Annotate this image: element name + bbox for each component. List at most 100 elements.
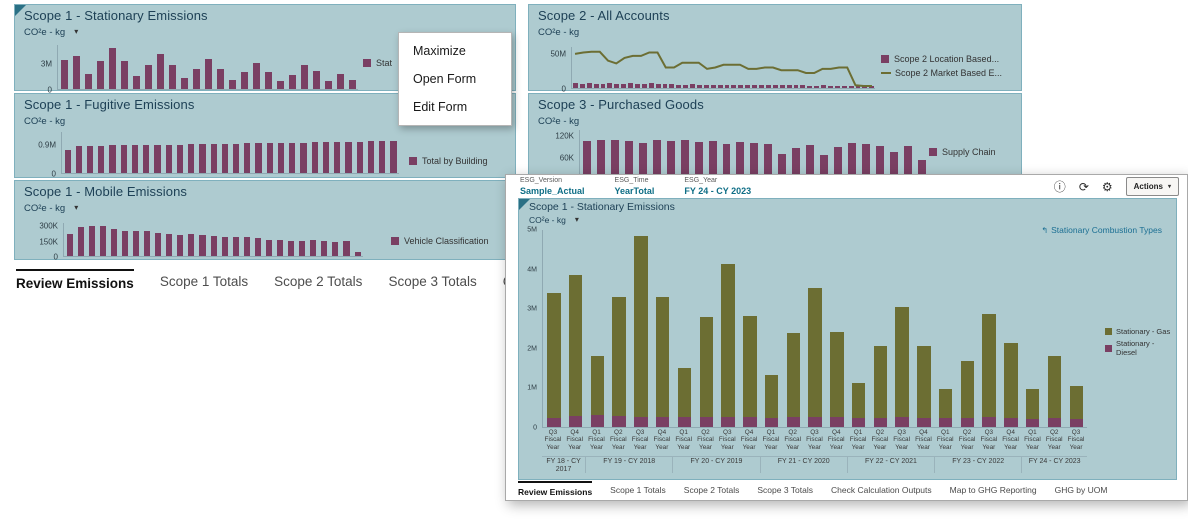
- bar: [199, 234, 206, 256]
- tab-scope-3-totals[interactable]: Scope 3 Totals: [757, 485, 813, 495]
- tab-check-calculation-outputs[interactable]: Check Calculation Outputs: [831, 485, 932, 495]
- tab-scope-2-totals[interactable]: Scope 2 Totals: [683, 485, 740, 495]
- bar: [778, 154, 787, 180]
- unit-dropdown-icon[interactable]: ▾: [74, 27, 79, 36]
- bar-segment: [590, 415, 605, 427]
- bar: [750, 143, 759, 180]
- panel-scope3-purchased-goods[interactable]: Scope 3 - Purchased Goods CO²e - kg 120K…: [528, 93, 1022, 181]
- pov-value[interactable]: YearTotal: [614, 186, 655, 196]
- menu-item-maximize[interactable]: Maximize: [413, 44, 466, 58]
- line-series: [572, 47, 875, 88]
- bar: [624, 141, 633, 180]
- bar: [736, 141, 745, 180]
- bar: [583, 141, 591, 180]
- tab-review-emissions[interactable]: Review Emissions: [518, 481, 593, 502]
- y-tick: 0: [561, 84, 566, 94]
- legend-label: Scope 2 Location Based...: [894, 54, 1000, 64]
- tab-scope-3-totals[interactable]: Scope 3 Totals: [388, 274, 477, 289]
- info-icon[interactable]: ⓘ: [1053, 179, 1066, 194]
- pov-esg-year[interactable]: ESG_Year FY 24 - CY 2023: [684, 177, 751, 196]
- x-group-label: FY 24 - CY 2023: [1021, 457, 1087, 473]
- y-tick: 0: [533, 424, 537, 432]
- bar: [1022, 230, 1044, 427]
- bar: [772, 85, 778, 88]
- bar: [311, 142, 318, 173]
- panel-fugitive-emissions[interactable]: Scope 1 - Fugitive Emissions CO²e - kg 0…: [14, 93, 516, 179]
- bar: [917, 160, 926, 180]
- legend-label: Scope 2 Market Based E...: [895, 68, 1003, 78]
- bar: [827, 85, 833, 88]
- panel-scope2-all-accounts[interactable]: Scope 2 - All Accounts CO²e - kg 50M 0 Sc…: [528, 4, 1022, 94]
- tab-scope-2-totals[interactable]: Scope 2 Totals: [274, 274, 363, 289]
- bar: [254, 238, 261, 256]
- tab-map-to-ghg-reporting[interactable]: Map to GHG Reporting: [949, 485, 1037, 495]
- pov-esg-version[interactable]: ESG_Version Sample_Actual: [520, 177, 585, 196]
- tab-scope-1-totals[interactable]: Scope 1 Totals: [159, 274, 249, 289]
- legend-swatch: [881, 55, 889, 63]
- menu-item-open-form[interactable]: Open Form: [413, 72, 477, 86]
- bar: [277, 143, 285, 173]
- bar: [614, 83, 620, 88]
- bar: [593, 83, 599, 88]
- pov-esg-time[interactable]: ESG_Time YearTotal: [615, 177, 655, 196]
- scope2-legend: Scope 2 Location Based... Scope 2 Market…: [881, 54, 1002, 82]
- x-tick: Q1 Fiscal Year: [936, 429, 954, 451]
- bar: [855, 85, 861, 88]
- tab-review-emissions[interactable]: Review Emissions: [16, 269, 134, 296]
- bar: [144, 231, 151, 256]
- menu-item-edit-form[interactable]: Edit Form: [413, 100, 468, 114]
- refresh-icon[interactable]: ⟳: [1078, 179, 1089, 194]
- bar: [731, 85, 737, 88]
- tab-ghg-by-uom[interactable]: GHG by UOM: [1054, 485, 1108, 495]
- bar: [334, 142, 341, 173]
- bar-segment: [677, 367, 692, 418]
- bar: [630, 230, 652, 427]
- tab-scope-1-totals[interactable]: Scope 1 Totals: [610, 485, 666, 495]
- pov-value[interactable]: Sample_Actual: [520, 186, 585, 196]
- x-tick: Q3 Fiscal Year: [893, 429, 910, 451]
- bar-segment: [808, 417, 822, 427]
- y-tick: 120K: [555, 131, 574, 141]
- actions-button[interactable]: Actions ▾: [1125, 177, 1179, 196]
- x-group-label: FY 21 - CY 2020: [759, 457, 847, 473]
- bar: [697, 84, 702, 88]
- bar: [343, 240, 350, 256]
- fugitive-mini-chart: 0.9M 0: [21, 132, 399, 179]
- x-group-label: FY 18 - CY 2017: [546, 458, 581, 473]
- x-tick: Q3 Fiscal Year: [631, 429, 649, 451]
- pov-value[interactable]: FY 24 - CY 2023: [684, 186, 752, 196]
- bar-segment: [895, 417, 909, 427]
- bar: [761, 230, 783, 427]
- bar: [299, 240, 306, 256]
- bar-segment: [960, 418, 975, 427]
- unit-label: CO²e - kg: [24, 116, 66, 127]
- bar: [64, 149, 71, 173]
- bar: [300, 64, 308, 89]
- bar: [312, 71, 320, 89]
- bar: [695, 230, 717, 427]
- bar: [156, 54, 164, 89]
- bar: [324, 80, 332, 89]
- legend-label: Stationary - Diesel: [1116, 339, 1155, 357]
- gear-icon[interactable]: ⚙: [1101, 179, 1113, 194]
- bar-segment: [612, 296, 626, 416]
- pov-dimension-label: ESG_Year: [684, 177, 718, 184]
- bar-segment: [699, 317, 713, 418]
- drill-link-stationary-combustion-types[interactable]: ↰ Stationary Combustion Types: [1041, 225, 1162, 235]
- unit-dropdown-icon[interactable]: ▾: [574, 215, 579, 224]
- bar: [120, 145, 127, 173]
- bar: [666, 141, 675, 180]
- bar: [60, 60, 68, 89]
- bar-segment: [938, 418, 953, 427]
- y-tick: 0.9M: [38, 140, 56, 150]
- panel-mobile-emissions[interactable]: Scope 1 - Mobile Emissions CO²e - kg ▾ 30…: [14, 180, 516, 262]
- bar-segment: [830, 332, 844, 418]
- bar: [652, 230, 674, 427]
- bar: [978, 230, 1000, 427]
- x-tick: Q2 Fiscal Year: [958, 429, 976, 451]
- unit-dropdown-icon[interactable]: ▾: [74, 203, 79, 212]
- bar-segment: [699, 417, 713, 427]
- bar: [88, 226, 95, 256]
- bar: [72, 56, 80, 89]
- unit-label: CO²e - kg: [538, 116, 580, 127]
